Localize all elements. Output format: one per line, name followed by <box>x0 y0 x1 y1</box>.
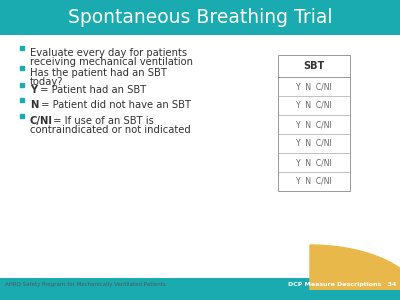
Text: AHRQ Safety Program for Mechanically Ventilated Patients: AHRQ Safety Program for Mechanically Ven… <box>5 282 166 287</box>
Text: receiving mechanical ventilation: receiving mechanical ventilation <box>30 57 193 67</box>
Text: = Patient had an SBT: = Patient had an SBT <box>37 85 146 95</box>
Text: contraindicated or not indicated: contraindicated or not indicated <box>30 125 191 135</box>
Text: C/NI: C/NI <box>30 116 53 126</box>
Text: N: N <box>30 100 38 110</box>
Text: SBT: SBT <box>303 61 325 71</box>
Text: Y  N  C/NI: Y N C/NI <box>296 101 332 110</box>
Text: Y  N  C/NI: Y N C/NI <box>296 82 332 91</box>
Text: Y  N  C/NI: Y N C/NI <box>296 120 332 129</box>
Text: today?: today? <box>30 77 64 87</box>
Text: Y  N  C/NI: Y N C/NI <box>296 177 332 186</box>
Bar <box>278 55 350 191</box>
Bar <box>0 35 400 278</box>
Text: Y: Y <box>30 85 37 95</box>
Text: Has the patient had an SBT: Has the patient had an SBT <box>30 68 167 78</box>
Text: Evaluate every day for patients: Evaluate every day for patients <box>30 48 187 58</box>
Text: DCP Measure Descriptions   34: DCP Measure Descriptions 34 <box>288 282 396 287</box>
Text: Y  N  C/NI: Y N C/NI <box>296 158 332 167</box>
Text: = If use of an SBT is: = If use of an SBT is <box>50 116 154 126</box>
Text: Spontaneous Breathing Trial: Spontaneous Breathing Trial <box>68 8 332 27</box>
Bar <box>0 0 400 35</box>
Bar <box>0 290 400 300</box>
Text: = Patient did not have an SBT: = Patient did not have an SBT <box>38 100 191 110</box>
Text: Y  N  C/NI: Y N C/NI <box>296 139 332 148</box>
Bar <box>0 278 400 300</box>
Polygon shape <box>310 245 400 300</box>
